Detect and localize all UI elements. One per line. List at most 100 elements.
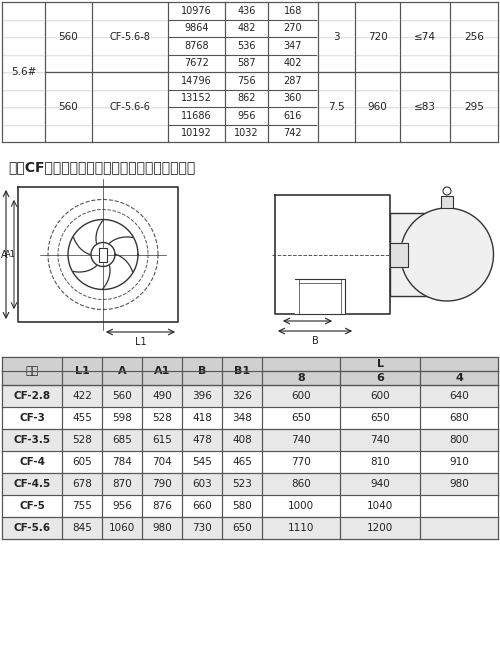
Polygon shape <box>2 473 498 495</box>
Text: 287: 287 <box>284 76 302 86</box>
Text: 10192: 10192 <box>181 128 212 138</box>
Polygon shape <box>2 2 498 20</box>
Polygon shape <box>2 517 498 539</box>
Polygon shape <box>222 357 262 385</box>
Text: 10976: 10976 <box>181 6 212 16</box>
Text: 910: 910 <box>449 457 469 467</box>
Text: 9864: 9864 <box>184 24 209 33</box>
Text: 980: 980 <box>449 479 469 489</box>
Text: B1: B1 <box>301 306 314 316</box>
Text: 755: 755 <box>72 501 92 511</box>
Polygon shape <box>2 90 498 107</box>
Text: 956: 956 <box>238 111 256 121</box>
Text: 870: 870 <box>112 479 132 489</box>
Text: 7672: 7672 <box>184 58 209 68</box>
Text: B1: B1 <box>234 366 250 376</box>
Text: ≤74: ≤74 <box>414 32 436 42</box>
Text: 615: 615 <box>152 435 172 445</box>
Text: 560: 560 <box>58 102 78 112</box>
Text: 730: 730 <box>192 523 212 533</box>
Polygon shape <box>142 357 182 385</box>
Text: 418: 418 <box>192 413 212 423</box>
Polygon shape <box>390 243 408 266</box>
Text: 四、CF系列离心式管道排烟风机外形及安装尺寸: 四、CF系列离心式管道排烟风机外形及安装尺寸 <box>8 160 195 174</box>
Text: 4: 4 <box>455 373 463 383</box>
Text: 523: 523 <box>232 479 252 489</box>
Text: 528: 528 <box>72 435 92 445</box>
Text: 685: 685 <box>112 435 132 445</box>
Text: CF-5.6-8: CF-5.6-8 <box>110 32 150 42</box>
Text: 704: 704 <box>152 457 172 467</box>
Text: 740: 740 <box>370 435 390 445</box>
Text: 8: 8 <box>297 373 305 383</box>
Text: A: A <box>118 366 126 376</box>
Polygon shape <box>2 124 498 142</box>
Polygon shape <box>99 247 107 262</box>
Text: 455: 455 <box>72 413 92 423</box>
Polygon shape <box>262 357 498 371</box>
Text: 678: 678 <box>72 479 92 489</box>
Text: 862: 862 <box>238 94 256 103</box>
Text: 740: 740 <box>291 435 311 445</box>
Polygon shape <box>2 429 498 451</box>
Text: CF-3: CF-3 <box>19 413 45 423</box>
Text: CF-5.6: CF-5.6 <box>14 523 51 533</box>
Text: 465: 465 <box>232 457 252 467</box>
Text: 784: 784 <box>112 457 132 467</box>
Text: 14796: 14796 <box>181 76 212 86</box>
Text: 5.6#: 5.6# <box>11 67 36 77</box>
Text: 3: 3 <box>333 32 340 42</box>
Polygon shape <box>295 279 345 314</box>
Text: B: B <box>198 366 206 376</box>
Text: 960: 960 <box>368 102 388 112</box>
Text: CF-3.5: CF-3.5 <box>14 435 51 445</box>
Text: 616: 616 <box>284 111 302 121</box>
Text: 580: 580 <box>232 501 252 511</box>
Text: CF-4.5: CF-4.5 <box>14 479 51 489</box>
Text: CF-2.8: CF-2.8 <box>14 391 51 401</box>
Text: 1110: 1110 <box>288 523 314 533</box>
Text: 13152: 13152 <box>181 94 212 103</box>
Polygon shape <box>390 213 447 296</box>
Bar <box>441 196 453 208</box>
Text: 680: 680 <box>449 413 469 423</box>
Polygon shape <box>102 357 142 385</box>
Text: 650: 650 <box>370 413 390 423</box>
Text: CF-4: CF-4 <box>19 457 45 467</box>
Text: 482: 482 <box>238 24 256 33</box>
Text: 490: 490 <box>152 391 172 401</box>
Text: 478: 478 <box>192 435 212 445</box>
Text: 600: 600 <box>370 391 390 401</box>
Text: 545: 545 <box>192 457 212 467</box>
Text: 587: 587 <box>237 58 256 68</box>
Text: 168: 168 <box>284 6 302 16</box>
Text: 326: 326 <box>232 391 252 401</box>
Text: 860: 860 <box>291 479 311 489</box>
Text: 605: 605 <box>72 457 92 467</box>
Text: 11686: 11686 <box>181 111 212 121</box>
Text: 770: 770 <box>291 457 311 467</box>
Polygon shape <box>182 357 222 385</box>
Polygon shape <box>2 357 62 385</box>
Text: 956: 956 <box>112 501 132 511</box>
Text: L1: L1 <box>134 337 146 347</box>
Text: 528: 528 <box>152 413 172 423</box>
Text: 436: 436 <box>238 6 256 16</box>
Polygon shape <box>2 37 498 54</box>
Polygon shape <box>45 2 92 72</box>
Text: 270: 270 <box>284 24 302 33</box>
Text: 348: 348 <box>232 413 252 423</box>
Text: 876: 876 <box>152 501 172 511</box>
Polygon shape <box>2 20 498 37</box>
Text: 600: 600 <box>291 391 311 401</box>
Text: CF-5: CF-5 <box>19 501 45 511</box>
Text: 800: 800 <box>449 435 469 445</box>
Text: 8768: 8768 <box>184 41 209 51</box>
Text: 790: 790 <box>152 479 172 489</box>
Text: A1: A1 <box>5 250 16 259</box>
Text: 396: 396 <box>192 391 212 401</box>
Text: 360: 360 <box>284 94 302 103</box>
Text: A: A <box>2 249 8 260</box>
Polygon shape <box>62 357 102 385</box>
Text: 756: 756 <box>237 76 256 86</box>
